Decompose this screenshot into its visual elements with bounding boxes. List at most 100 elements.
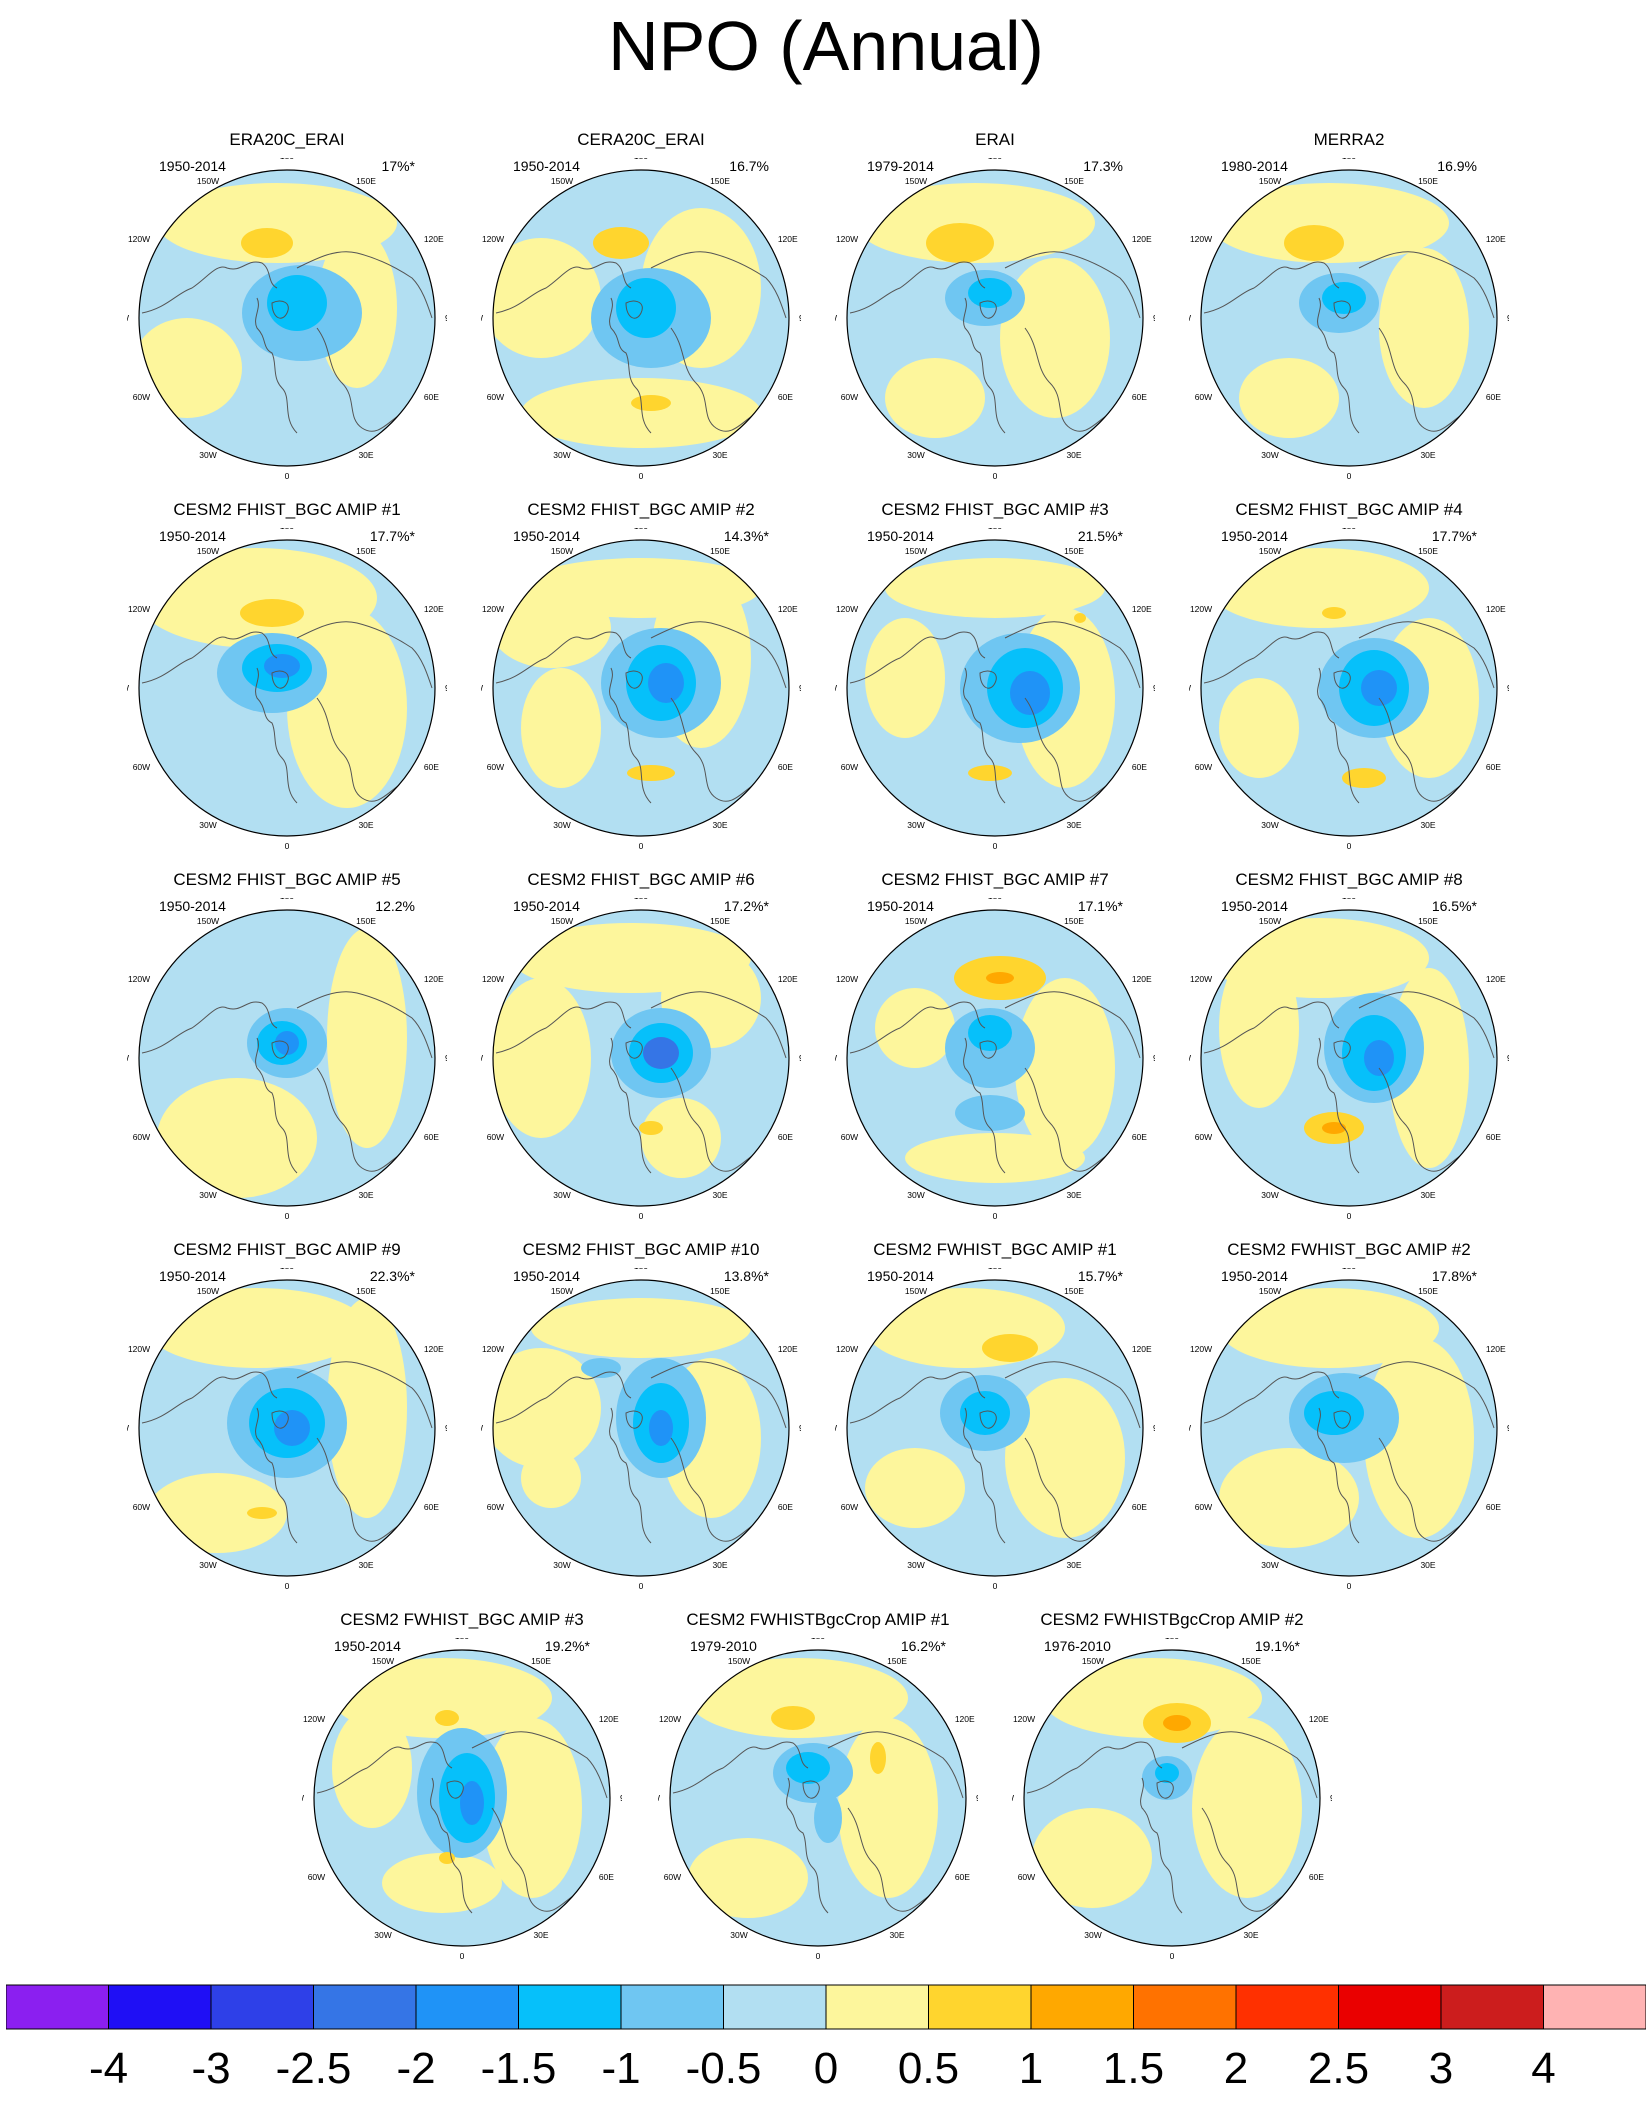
coastline bbox=[849, 631, 986, 684]
longitude-label: 90W bbox=[127, 683, 129, 693]
panel-period: 1950-2014 bbox=[513, 158, 580, 174]
longitude-label: 150W bbox=[1259, 546, 1281, 556]
panel-explained-variance: 17.7%* bbox=[369, 528, 415, 544]
longitude-label: 90E bbox=[799, 683, 801, 693]
positive-anomaly-contour bbox=[247, 1507, 277, 1519]
longitude-label: 30W bbox=[199, 450, 216, 460]
longitude-label: 150W bbox=[1082, 1656, 1104, 1666]
longitude-label: 30W bbox=[199, 1190, 216, 1200]
longitude-label: 120W bbox=[303, 1714, 325, 1724]
negative-anomaly-contour bbox=[460, 1781, 484, 1825]
coastline bbox=[1333, 1040, 1351, 1059]
longitude-label: 120E bbox=[955, 1714, 975, 1724]
coastline bbox=[495, 1001, 632, 1054]
longitude-label: 150E bbox=[1064, 916, 1084, 926]
longitude-label: 0 bbox=[639, 471, 644, 481]
coastline bbox=[650, 621, 787, 689]
longitude-label: 60W bbox=[1018, 1872, 1035, 1882]
longitude-label: 60W bbox=[1195, 392, 1212, 402]
positive-anomaly-contour bbox=[1284, 225, 1344, 261]
coastline bbox=[650, 251, 787, 319]
longitude-label: 120W bbox=[1190, 604, 1212, 614]
longitude-label: 30E bbox=[712, 820, 727, 830]
negative-anomaly-contour bbox=[1364, 1040, 1394, 1076]
panel-explained-variance: 13.8%* bbox=[723, 1268, 769, 1284]
positive-anomaly-contour bbox=[926, 223, 994, 263]
longitude-label: 90E bbox=[445, 313, 447, 323]
positive-anomaly-contour bbox=[1342, 768, 1386, 788]
colorbar-swatch bbox=[210, 1984, 314, 2030]
longitude-label: 180 bbox=[988, 528, 1002, 531]
coastline bbox=[979, 1040, 997, 1059]
map-panel: CESM2 FWHISTBgcCrop AMIP #2 1976-2010 19.1… bbox=[1012, 1610, 1332, 1970]
longitude-label: 120W bbox=[128, 604, 150, 614]
coastline bbox=[1140, 1777, 1183, 1914]
coastline bbox=[1333, 670, 1351, 689]
longitude-label: 180 bbox=[1342, 898, 1356, 901]
longitude-label: 120E bbox=[1132, 234, 1152, 244]
longitude-label: 30W bbox=[907, 1560, 924, 1570]
longitude-label: 90W bbox=[1189, 313, 1191, 323]
longitude-label: 150E bbox=[1064, 1286, 1084, 1296]
longitude-label: 150E bbox=[887, 1656, 907, 1666]
longitude-label: 180 bbox=[634, 158, 648, 161]
longitude-label: 60W bbox=[308, 1872, 325, 1882]
panel-title: CESM2 FHIST_BGC AMIP #6 bbox=[527, 870, 755, 889]
panel-period: 1950-2014 bbox=[1221, 898, 1288, 914]
longitude-label: 0 bbox=[1170, 1951, 1175, 1961]
longitude-label: 90E bbox=[1153, 683, 1155, 693]
longitude-label: 90E bbox=[799, 313, 801, 323]
positive-anomaly-region bbox=[493, 238, 601, 358]
positive-anomaly-contour bbox=[1074, 613, 1086, 623]
longitude-label: 90E bbox=[1507, 1053, 1509, 1063]
negative-anomaly-contour bbox=[1322, 282, 1366, 314]
panel-title: MERRA2 bbox=[1313, 130, 1385, 149]
colorbar-tick-label: -0.5 bbox=[686, 2044, 762, 2087]
coastline bbox=[1317, 1407, 1360, 1544]
longitude-label: 150E bbox=[356, 1286, 376, 1296]
negative-anomaly-contour bbox=[275, 1031, 299, 1055]
longitude-label: 150E bbox=[356, 176, 376, 186]
coastline bbox=[1317, 667, 1360, 804]
positive-anomaly-region bbox=[157, 183, 397, 263]
longitude-label: 180 bbox=[455, 1638, 469, 1641]
longitude-label: 0 bbox=[639, 1581, 644, 1591]
longitude-label: 120W bbox=[482, 604, 504, 614]
longitude-label: 30W bbox=[907, 450, 924, 460]
positive-anomaly-region bbox=[157, 1078, 317, 1198]
longitude-label: 90E bbox=[1153, 1053, 1155, 1063]
longitude-label: 120W bbox=[1190, 1344, 1212, 1354]
longitude-label: 90W bbox=[1189, 1423, 1191, 1433]
longitude-label: 150W bbox=[551, 916, 573, 926]
positive-anomaly-contour bbox=[241, 228, 293, 258]
map-boundary bbox=[1200, 909, 1498, 1207]
panel-period: 1950-2014 bbox=[513, 898, 580, 914]
longitude-label: 60W bbox=[133, 1132, 150, 1142]
colorbar-tick-label: 1.5 bbox=[1103, 2044, 1164, 2087]
colorbar-tick-label: 2 bbox=[1224, 2044, 1248, 2087]
longitude-label: 60W bbox=[1195, 762, 1212, 772]
coastline bbox=[316, 697, 403, 802]
coastline bbox=[1317, 297, 1360, 434]
colorbar-tick-label: 2.5 bbox=[1308, 2044, 1369, 2087]
negative-anomaly-contour bbox=[616, 278, 676, 338]
panel-period: 1950-2014 bbox=[1221, 1268, 1288, 1284]
longitude-label: 180 bbox=[988, 158, 1002, 161]
map-panel: CESM2 FHIST_BGC AMIP #11950-201417.7%*18… bbox=[127, 500, 447, 860]
longitude-label: 0 bbox=[993, 1581, 998, 1591]
panel-title: CESM2 FHIST_BGC AMIP #8 bbox=[1235, 870, 1463, 889]
positive-anomaly-contour bbox=[870, 1742, 886, 1774]
longitude-label: 30W bbox=[199, 820, 216, 830]
positive-anomaly-region bbox=[287, 608, 407, 808]
polar-map: 180 150E 120E 90E 60E 30E 0 30W 60W 90W 120W 150W bbox=[658, 1638, 978, 1961]
negative-anomaly-contour bbox=[649, 1410, 673, 1446]
longitude-label: 150W bbox=[1259, 916, 1281, 926]
colorbar-swatch bbox=[1543, 1984, 1646, 2030]
longitude-label: 30E bbox=[889, 1930, 904, 1940]
polar-map: 180 150E 120E 90E 60E 30E 0 30W 60W 90W 120W 150W bbox=[127, 158, 447, 481]
longitude-label: 90E bbox=[1507, 683, 1509, 693]
longitude-label: 90E bbox=[976, 1793, 978, 1803]
positive-anomaly-region bbox=[905, 1133, 1085, 1183]
longitude-label: 120E bbox=[599, 1714, 619, 1724]
panel-title: CERA20C_ERAI bbox=[577, 130, 705, 149]
